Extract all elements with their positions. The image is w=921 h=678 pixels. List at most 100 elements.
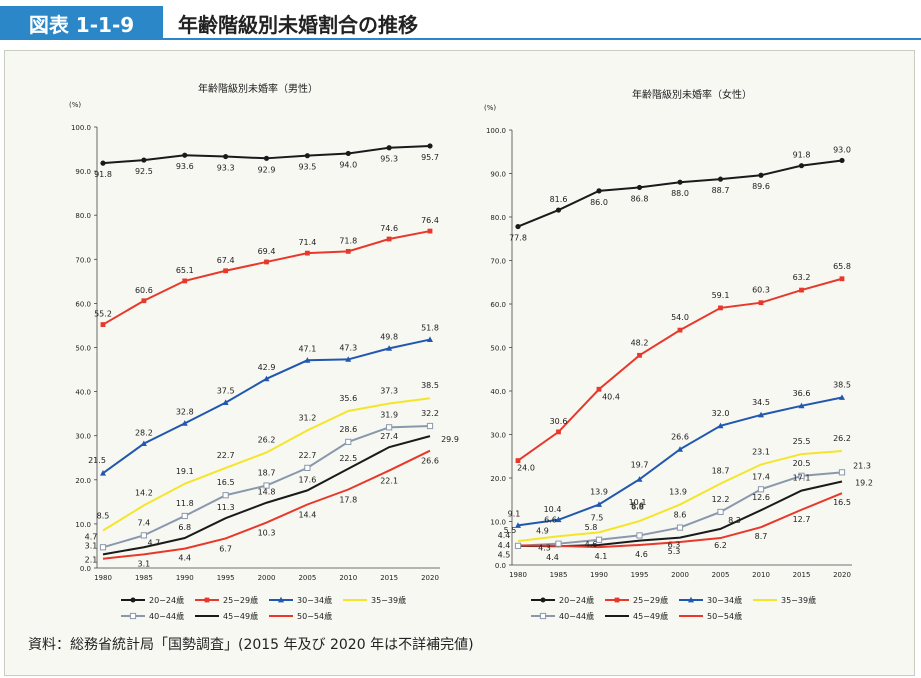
legend-item-40-44: 40−44歳 xyxy=(120,611,194,622)
y-tick-label: 50.0 xyxy=(75,345,91,353)
data-label-20-24: 92.5 xyxy=(135,167,153,176)
data-point-30-34 xyxy=(222,399,229,406)
data-label-25-29: 71.4 xyxy=(298,238,316,247)
legend-swatch-45-49 xyxy=(605,615,629,617)
data-label-45-49: 29.9 xyxy=(441,435,459,444)
legend-label-30-34: 30−34歳 xyxy=(707,595,743,605)
legend-label-25-29: 25−29歳 xyxy=(223,595,259,605)
data-label-20-24: 91.8 xyxy=(793,151,811,160)
legend-label-50-54: 50−54歳 xyxy=(707,611,743,621)
data-point-30-34 xyxy=(636,476,643,482)
data-label-25-29: 40.4 xyxy=(602,392,620,401)
data-label-50-54: 3.1 xyxy=(138,559,151,568)
legend-item-40-44: 40−44歳 xyxy=(530,611,604,622)
data-label-20-24: 93.5 xyxy=(298,163,316,172)
data-label-25-29: 63.2 xyxy=(793,273,811,282)
data-point-25-29 xyxy=(596,386,602,392)
data-point-25-29 xyxy=(758,300,764,306)
data-label-30-34: 13.9 xyxy=(590,488,608,497)
legend-label-25-29: 25−29歳 xyxy=(633,595,669,605)
data-point-40-44 xyxy=(222,492,229,499)
data-label-35-39: 5.5 xyxy=(504,526,517,535)
data-point-30-34 xyxy=(758,411,764,418)
data-label-30-34: 36.6 xyxy=(793,389,811,398)
data-label-40-44: 5.8 xyxy=(585,523,598,532)
data-label-35-39: 7.5 xyxy=(591,513,604,522)
data-label-40-44: 4.9 xyxy=(536,527,549,536)
data-label-20-24: 91.8 xyxy=(94,170,112,179)
data-label-45-49: 27.4 xyxy=(380,432,398,441)
data-label-30-34: 51.8 xyxy=(421,324,439,333)
data-point-25-29 xyxy=(100,322,106,327)
legend-label-20-24: 20−24歳 xyxy=(149,595,185,605)
legend-swatch-40-44 xyxy=(531,612,555,620)
data-point-20-24 xyxy=(141,157,147,163)
figure-label: 図表 1-1-9 xyxy=(0,6,163,40)
data-label-35-39: 10.1 xyxy=(629,498,647,507)
data-label-40-44: 17.4 xyxy=(752,472,770,481)
y-tick-label: 30.0 xyxy=(75,433,91,441)
data-point-40-44 xyxy=(595,536,603,543)
legend-item-45-49: 45−49歳 xyxy=(194,611,268,622)
data-point-40-44 xyxy=(426,422,434,430)
data-label-25-29: 65.1 xyxy=(176,266,194,275)
legend-swatch-20-24 xyxy=(531,597,555,603)
y-tick-label: 60.0 xyxy=(75,300,91,308)
data-point-25-29 xyxy=(718,305,723,311)
legend-row: 20−24歳 25−29歳 30−34歳 35−39歳 xyxy=(120,592,416,608)
data-label-45-49: 4.7 xyxy=(148,538,161,547)
data-label-40-44: 20.5 xyxy=(793,459,811,468)
data-label-20-24: 88.7 xyxy=(712,186,730,195)
data-point-30-34 xyxy=(427,336,433,342)
x-tick-label: 2020 xyxy=(833,571,851,579)
data-point-25-29 xyxy=(556,429,561,435)
data-label-50-54: 4.5 xyxy=(498,550,511,559)
data-point-30-34 xyxy=(100,469,106,476)
data-point-20-24 xyxy=(386,145,392,151)
data-label-25-29: 24.0 xyxy=(517,464,535,473)
data-point-40-44 xyxy=(717,508,724,516)
female-chart-legend: 20−24歳 25−29歳 30−34歳 35−39歳 40−44歳 45−49歳 50−5… xyxy=(530,592,826,624)
data-point-40-44 xyxy=(636,532,643,539)
legend-swatch-35-39 xyxy=(753,599,777,601)
data-label-50-54: 8.7 xyxy=(755,532,768,541)
legend-item-20-24: 20−24歳 xyxy=(120,595,194,606)
x-tick-label: 2005 xyxy=(712,571,730,579)
data-point-25-29 xyxy=(677,327,683,333)
data-point-20-24 xyxy=(758,172,764,178)
data-point-20-24 xyxy=(304,153,310,159)
data-label-40-44: 28.6 xyxy=(339,425,357,434)
data-label-20-24: 86.0 xyxy=(590,198,608,207)
data-label-25-29: 30.6 xyxy=(550,417,568,426)
title-rule xyxy=(163,38,921,40)
data-label-30-34: 9.1 xyxy=(508,509,521,518)
data-label-20-24: 95.3 xyxy=(380,155,398,164)
data-label-40-44: 21.3 xyxy=(853,461,871,470)
data-point-20-24 xyxy=(636,184,643,191)
data-label-30-34: 32.0 xyxy=(712,409,730,418)
data-label-35-39: 8.5 xyxy=(97,512,110,521)
data-label-30-34: 28.2 xyxy=(135,429,153,438)
data-label-45-49: 22.5 xyxy=(339,454,357,463)
data-point-20-24 xyxy=(223,153,229,160)
data-point-30-34 xyxy=(345,356,352,362)
data-point-30-34 xyxy=(677,446,683,452)
data-label-45-49: 6.3 xyxy=(668,541,681,550)
data-label-50-54: 4.4 xyxy=(178,554,191,563)
data-label-30-34: 47.1 xyxy=(298,344,316,353)
data-label-50-54: 5.3 xyxy=(668,547,681,556)
data-label-35-39: 18.7 xyxy=(712,467,730,476)
data-point-30-34 xyxy=(839,394,845,400)
data-label-40-44: 7.4 xyxy=(138,518,151,527)
data-label-50-54: 17.8 xyxy=(339,496,357,505)
legend-item-35-39: 35−39歳 xyxy=(342,595,416,606)
data-point-25-29 xyxy=(264,259,269,265)
data-point-25-29 xyxy=(182,278,188,284)
data-point-25-29 xyxy=(799,287,804,293)
chart-panel xyxy=(4,50,915,676)
figure-header: 図表 1-1-9 年齢階級別未婚割合の推移 xyxy=(0,0,921,46)
legend-label-30-34: 30−34歳 xyxy=(297,595,333,605)
x-tick-label: 1995 xyxy=(217,574,235,582)
